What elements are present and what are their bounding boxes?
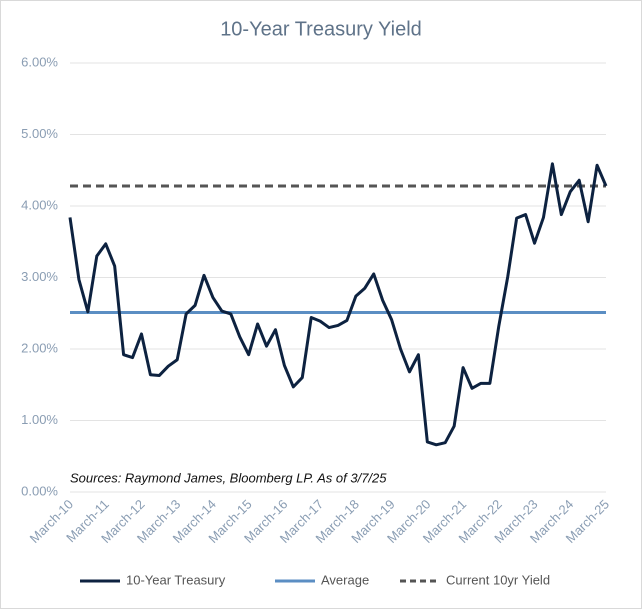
y-tick-label: 2.00% [21, 340, 58, 355]
chart-title: 10-Year Treasury Yield [220, 18, 422, 40]
y-tick-label: 0.00% [21, 483, 58, 498]
legend-label: 10-Year Treasury [126, 572, 226, 587]
y-tick-label: 1.00% [21, 412, 58, 427]
annotation: Sources: Raymond James, Bloomberg LP. As… [70, 470, 387, 485]
y-tick-label: 3.00% [21, 269, 58, 284]
legend-label: Current 10yr Yield [446, 572, 550, 587]
y-tick-label: 4.00% [21, 197, 58, 212]
legend-label: Average [321, 572, 369, 587]
y-tick-label: 5.00% [21, 126, 58, 141]
y-tick-label: 6.00% [21, 54, 58, 69]
series-line [68, 162, 608, 447]
